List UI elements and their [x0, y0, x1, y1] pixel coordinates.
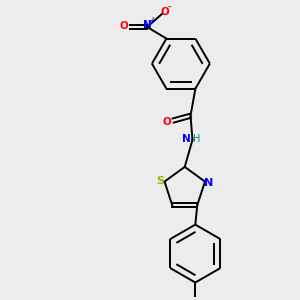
- Text: S: S: [157, 176, 165, 186]
- Text: O: O: [160, 7, 169, 16]
- Text: O: O: [163, 118, 172, 128]
- Text: H: H: [193, 134, 200, 144]
- Text: N: N: [182, 134, 190, 144]
- Text: +: +: [149, 16, 155, 25]
- Text: -: -: [168, 3, 172, 12]
- Text: O: O: [119, 21, 128, 31]
- Text: N: N: [204, 178, 213, 188]
- Text: N: N: [143, 20, 152, 30]
